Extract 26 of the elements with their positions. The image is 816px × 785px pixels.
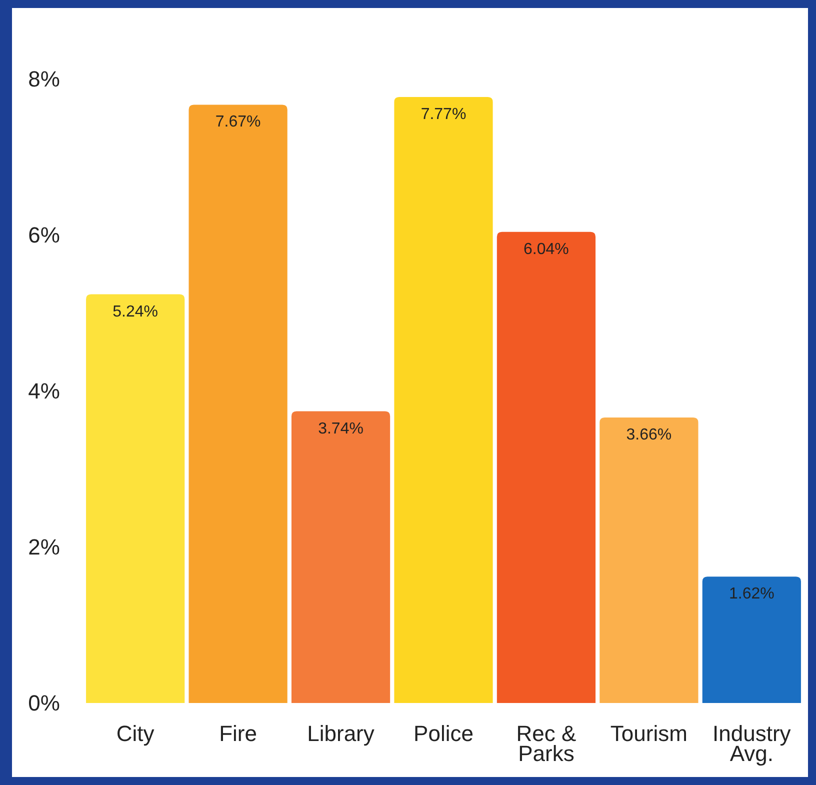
x-tick-label: City [116, 721, 154, 746]
x-tick-label: Tourism [610, 721, 688, 746]
data-label: 3.74% [318, 420, 364, 438]
bar [600, 418, 698, 703]
x-tick-label: Police [414, 721, 474, 746]
bar [394, 96, 493, 703]
data-label: 7.77% [420, 106, 466, 123]
x-tick-label: Industry Avg. [712, 721, 791, 766]
y-tick-label: 8% [28, 66, 60, 92]
y-tick-label: 2% [28, 534, 60, 560]
data-label: 5.24% [112, 303, 158, 320]
bar [188, 104, 288, 703]
data-label: 3.66% [626, 426, 672, 444]
data-label: 6.04% [524, 240, 569, 258]
data-label: 1.62% [728, 586, 774, 603]
y-tick-label: 4% [28, 378, 60, 404]
x-tick-label: Fire [219, 721, 257, 746]
bar [702, 576, 801, 703]
data-label: 7.67% [215, 114, 261, 131]
bar [496, 232, 596, 703]
y-tick-label: 6% [28, 222, 60, 248]
x-tick-label: Library [307, 721, 374, 746]
bar [291, 411, 390, 703]
bar [86, 294, 185, 703]
x-tick-label: Rec & Parks [516, 721, 576, 766]
y-tick-label: 0% [28, 690, 60, 716]
